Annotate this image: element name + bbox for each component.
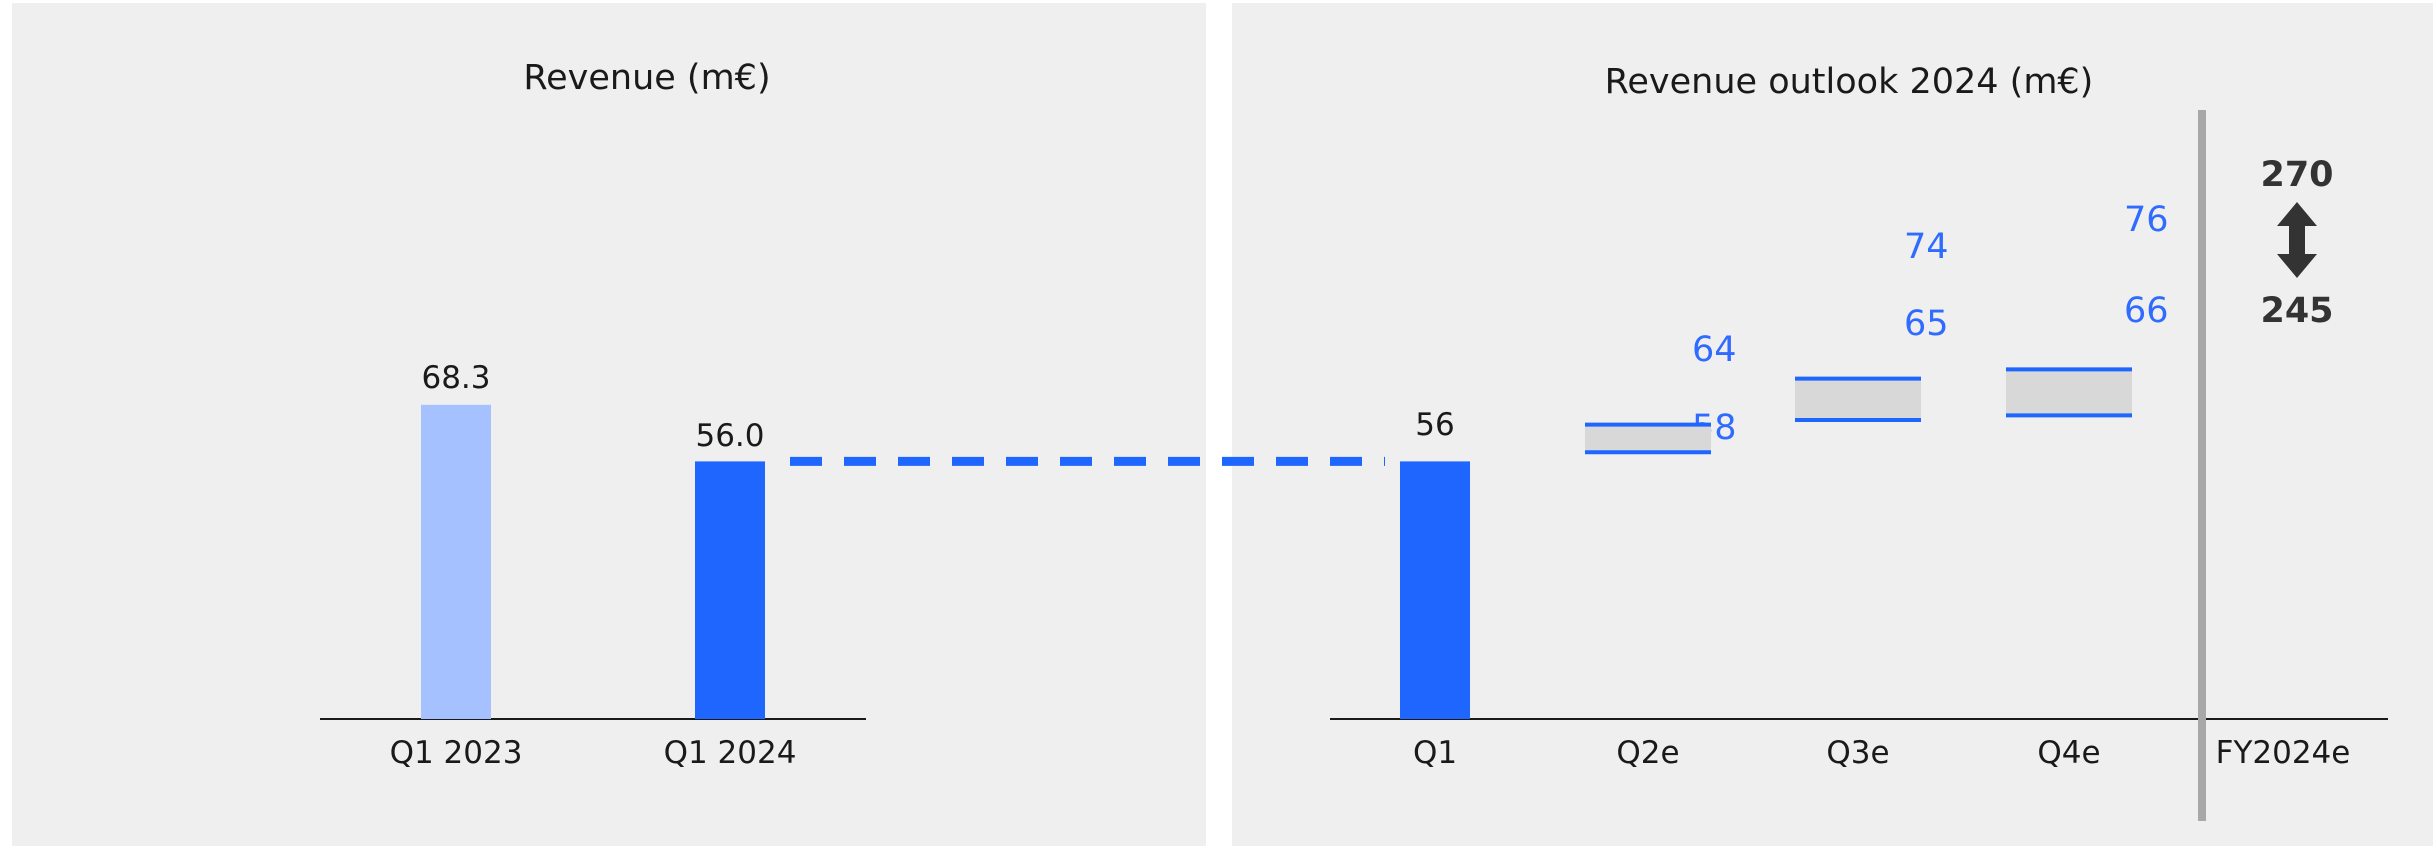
label-q1-2023: 68.3 — [421, 360, 490, 396]
label-fy-low: 245 — [2260, 291, 2333, 331]
tick-q1-2024: Q1 2024 — [664, 735, 797, 771]
range-box-q3e — [1795, 378, 1921, 420]
left-chart-title: Revenue (m€) — [523, 58, 770, 98]
tick-q1-2023: Q1 2023 — [390, 735, 523, 771]
range-box-q4e — [2006, 369, 2132, 416]
label-q3e-low: 65 — [1904, 304, 1949, 344]
label-q3e-high: 74 — [1904, 227, 1949, 267]
label-q1: 56 — [1415, 407, 1454, 443]
tick-fy2024e: FY2024e — [2216, 735, 2351, 771]
label-fy-high: 270 — [2260, 155, 2333, 195]
range-box-q2e — [1585, 424, 1711, 453]
bar-q1-2024 — [695, 461, 765, 719]
tick-q1: Q1 — [1413, 735, 1457, 771]
tick-q3e: Q3e — [1826, 735, 1889, 771]
label-q2e-high: 64 — [1692, 330, 1737, 370]
left-panel — [12, 3, 1206, 846]
label-q4e-high: 76 — [2124, 200, 2169, 240]
right-chart-title: Revenue outlook 2024 (m€) — [1605, 62, 2094, 102]
label-q4e-low: 66 — [2124, 291, 2169, 331]
bar-q1-2023 — [421, 404, 491, 719]
tick-q4e: Q4e — [2037, 735, 2100, 771]
fy-divider — [2198, 110, 2206, 821]
double-arrow-icon — [2277, 202, 2317, 278]
tick-q2e: Q2e — [1616, 735, 1679, 771]
label-q1-2024: 56.0 — [695, 418, 764, 454]
bar-q1 — [1400, 461, 1470, 719]
